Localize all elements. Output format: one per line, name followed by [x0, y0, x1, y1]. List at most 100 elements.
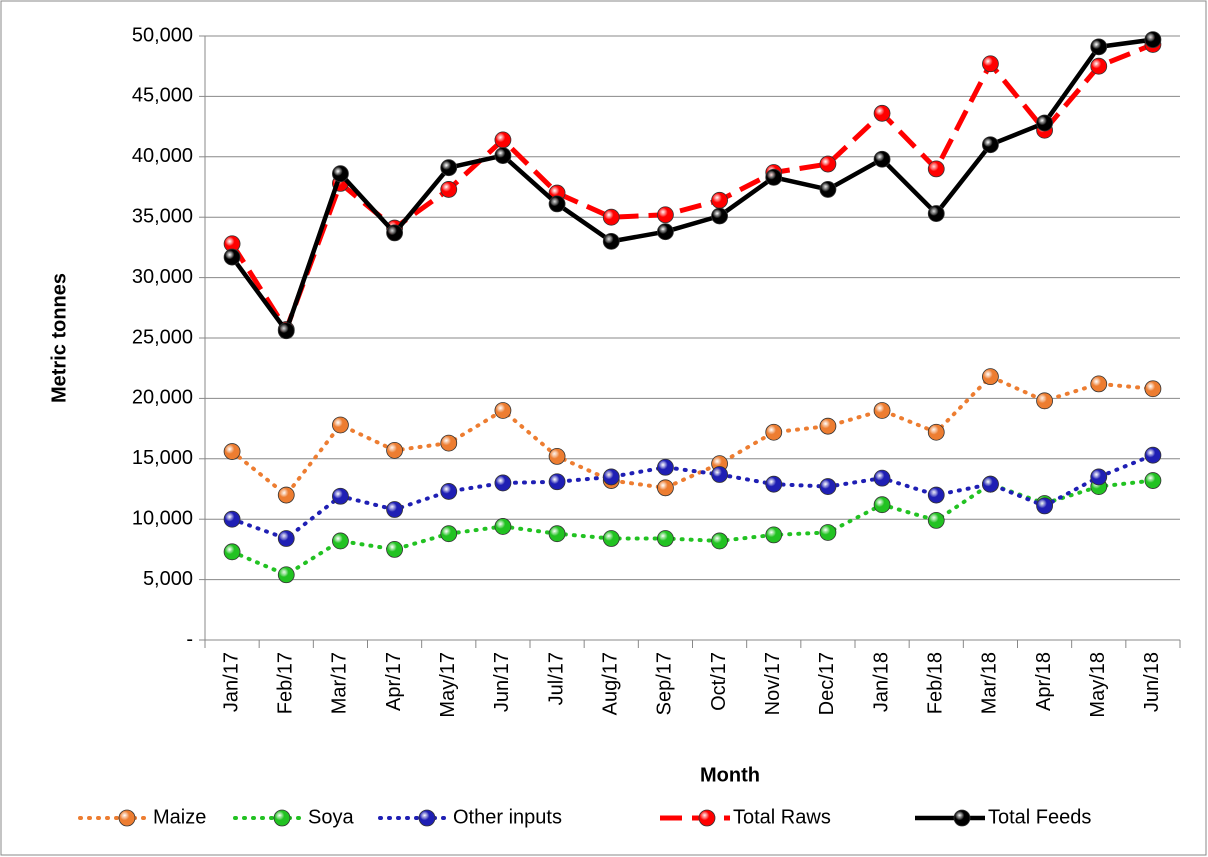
- marker: [602, 530, 620, 547]
- marker: [548, 447, 566, 465]
- marker: [277, 486, 295, 504]
- x-tick-label: Apr/18: [1033, 652, 1055, 711]
- y-tick-label: 35,000: [132, 205, 193, 227]
- marker: [819, 155, 837, 173]
- x-tick-label: May/18: [1087, 652, 1109, 718]
- marker: [548, 473, 566, 491]
- legend-label: Maize: [153, 806, 206, 828]
- marker: [494, 402, 512, 419]
- marker: [332, 532, 349, 550]
- marker: [765, 475, 783, 493]
- series-line: [230, 374, 1155, 498]
- marker: [819, 417, 837, 435]
- x-tick-label: Sep/17: [654, 652, 676, 715]
- marker: [1036, 497, 1053, 515]
- x-tick-label: Aug/17: [600, 652, 622, 715]
- marker: [982, 368, 999, 386]
- x-tick-label: May/17: [437, 652, 459, 718]
- marker: [1036, 392, 1053, 410]
- series-line: [229, 42, 1154, 333]
- marker: [223, 543, 241, 561]
- x-tick-label: Jul/17: [545, 652, 567, 705]
- marker: [440, 483, 458, 500]
- marker: [765, 526, 783, 544]
- marker: [657, 479, 674, 497]
- marker: [223, 248, 241, 266]
- marker: [440, 525, 458, 543]
- marker: [711, 466, 728, 483]
- marker: [223, 510, 241, 528]
- x-tick-label: Feb/18: [925, 652, 947, 714]
- marker: [873, 104, 891, 122]
- y-tick-label: 40,000: [132, 145, 193, 167]
- marker: [711, 207, 728, 225]
- marker: [1090, 38, 1108, 56]
- y-tick-label: 5,000: [143, 568, 193, 590]
- marker: [698, 809, 716, 827]
- marker: [1090, 57, 1108, 75]
- marker: [118, 809, 136, 827]
- marker: [1144, 380, 1162, 398]
- marker: [873, 150, 891, 168]
- marker: [548, 195, 566, 213]
- marker: [332, 165, 349, 183]
- marker: [765, 423, 783, 441]
- marker: [927, 205, 945, 222]
- marker: [386, 441, 403, 459]
- legend-label: Total Feeds: [988, 806, 1091, 828]
- marker: [223, 443, 241, 460]
- marker: [982, 475, 999, 493]
- y-tick-label: 30,000: [132, 266, 193, 288]
- marker: [819, 524, 837, 541]
- y-tick-label: 15,000: [132, 447, 193, 469]
- x-tick-label: Jun/17: [491, 652, 513, 712]
- x-tick-label: Feb/17: [275, 652, 297, 714]
- x-tick-label: Nov/17: [762, 652, 784, 715]
- marker: [873, 402, 891, 419]
- marker: [982, 55, 999, 73]
- y-axis-label: Metric tonnes: [48, 273, 70, 403]
- marker: [1090, 468, 1108, 486]
- x-tick-label: Dec/17: [816, 652, 838, 715]
- marker: [332, 487, 349, 505]
- legend-label: Total Raws: [733, 806, 831, 828]
- marker: [819, 478, 837, 495]
- marker: [602, 232, 620, 250]
- marker: [657, 223, 674, 241]
- series-line: [230, 453, 1155, 541]
- marker: [602, 208, 620, 226]
- marker: [927, 512, 945, 529]
- marker: [927, 423, 945, 441]
- marker: [1036, 114, 1053, 132]
- marker: [332, 416, 349, 434]
- marker: [494, 147, 512, 164]
- marker: [1144, 472, 1162, 489]
- marker: [277, 530, 295, 547]
- marker: [657, 206, 674, 224]
- marker: [494, 131, 512, 149]
- y-tick-label: 50,000: [132, 24, 193, 46]
- x-tick-label: Jun/18: [1141, 652, 1163, 712]
- x-tick-label: Mar/17: [329, 652, 351, 714]
- marker: [440, 181, 458, 198]
- marker: [819, 181, 837, 198]
- legend-label: Other inputs: [453, 806, 562, 828]
- marker: [418, 809, 436, 827]
- marker: [494, 474, 512, 492]
- marker: [277, 322, 295, 340]
- x-tick-label: Jan/18: [870, 652, 892, 712]
- marker: [548, 525, 566, 543]
- marker: [657, 530, 674, 547]
- marker: [386, 224, 403, 242]
- x-tick-label: Jan/17: [220, 652, 242, 712]
- marker: [386, 501, 403, 518]
- y-tick-label: 45,000: [132, 85, 193, 107]
- marker: [1144, 31, 1162, 49]
- marker: [953, 809, 971, 827]
- marker: [273, 809, 291, 827]
- legend-label: Soya: [308, 806, 354, 828]
- marker: [711, 532, 728, 550]
- marker: [873, 496, 891, 514]
